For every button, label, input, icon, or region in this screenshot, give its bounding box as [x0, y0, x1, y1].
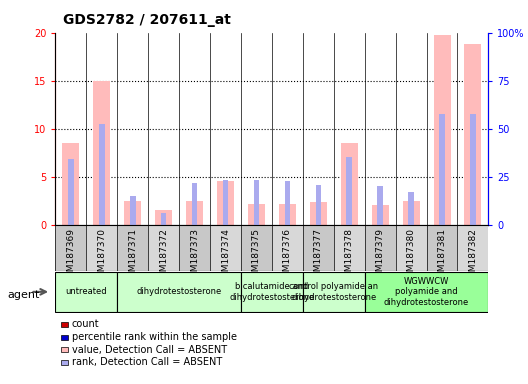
Bar — [117, 271, 241, 312]
Bar — [248, 204, 265, 225]
Bar — [179, 225, 210, 271]
Bar — [186, 201, 203, 225]
Text: rank, Detection Call = ABSENT: rank, Detection Call = ABSENT — [72, 358, 222, 367]
Text: GDS2782 / 207611_at: GDS2782 / 207611_at — [63, 13, 231, 27]
Text: GSM187372: GSM187372 — [159, 228, 168, 283]
Bar — [457, 225, 488, 271]
Text: percentile rank within the sample: percentile rank within the sample — [72, 332, 237, 342]
Bar — [346, 157, 352, 225]
Bar — [395, 225, 427, 271]
Bar — [241, 225, 272, 271]
Text: GSM187380: GSM187380 — [407, 228, 416, 283]
Text: GSM187373: GSM187373 — [190, 228, 199, 283]
Text: control polyamide an
dihydrotestosterone: control polyamide an dihydrotestosterone — [289, 282, 379, 301]
Text: GSM187378: GSM187378 — [345, 228, 354, 283]
Bar — [55, 271, 117, 312]
Bar — [310, 202, 327, 225]
Bar — [433, 35, 450, 225]
Bar — [62, 143, 79, 225]
Text: GSM187379: GSM187379 — [375, 228, 385, 283]
Bar — [439, 114, 445, 225]
Bar — [316, 185, 321, 225]
Text: agent: agent — [7, 290, 40, 300]
Bar — [272, 225, 303, 271]
Bar — [68, 159, 74, 225]
Bar — [341, 143, 358, 225]
Bar — [427, 225, 457, 271]
Bar — [402, 201, 420, 225]
Bar — [117, 225, 148, 271]
Text: GSM187371: GSM187371 — [128, 228, 137, 283]
Bar — [192, 184, 197, 225]
Text: GSM187381: GSM187381 — [438, 228, 447, 283]
Bar — [470, 114, 476, 225]
Bar — [161, 213, 166, 225]
Text: GSM187369: GSM187369 — [67, 228, 76, 283]
Bar — [465, 44, 482, 225]
Text: count: count — [72, 319, 99, 329]
Text: GSM187376: GSM187376 — [283, 228, 292, 283]
Bar — [217, 182, 234, 225]
Bar — [87, 225, 117, 271]
Text: WGWWCW
polyamide and
dihydrotestosterone: WGWWCW polyamide and dihydrotestosterone — [384, 277, 469, 307]
Text: dihydrotestosterone: dihydrotestosterone — [137, 287, 222, 296]
Bar — [279, 204, 296, 225]
Bar — [223, 180, 228, 225]
Bar — [130, 196, 136, 225]
Text: GSM187374: GSM187374 — [221, 228, 230, 283]
Bar — [148, 225, 179, 271]
Bar — [99, 124, 105, 225]
Bar — [155, 210, 172, 225]
Bar — [365, 271, 488, 312]
Bar — [93, 81, 110, 225]
Text: untreated: untreated — [65, 287, 107, 296]
Text: GSM187382: GSM187382 — [468, 228, 477, 283]
Bar — [210, 225, 241, 271]
Text: GSM187377: GSM187377 — [314, 228, 323, 283]
Bar — [285, 182, 290, 225]
Text: GSM187375: GSM187375 — [252, 228, 261, 283]
Text: bicalutamide and
dihydrotestosterone: bicalutamide and dihydrotestosterone — [229, 282, 315, 301]
Bar — [55, 225, 87, 271]
Bar — [124, 201, 142, 225]
Bar — [303, 271, 365, 312]
Bar — [408, 192, 414, 225]
Bar — [365, 225, 395, 271]
Bar — [372, 205, 389, 225]
Text: GSM187370: GSM187370 — [97, 228, 106, 283]
Bar — [303, 225, 334, 271]
Text: value, Detection Call = ABSENT: value, Detection Call = ABSENT — [72, 345, 227, 355]
Bar — [378, 186, 383, 225]
Bar — [334, 225, 365, 271]
Bar — [241, 271, 303, 312]
Bar — [253, 180, 259, 225]
